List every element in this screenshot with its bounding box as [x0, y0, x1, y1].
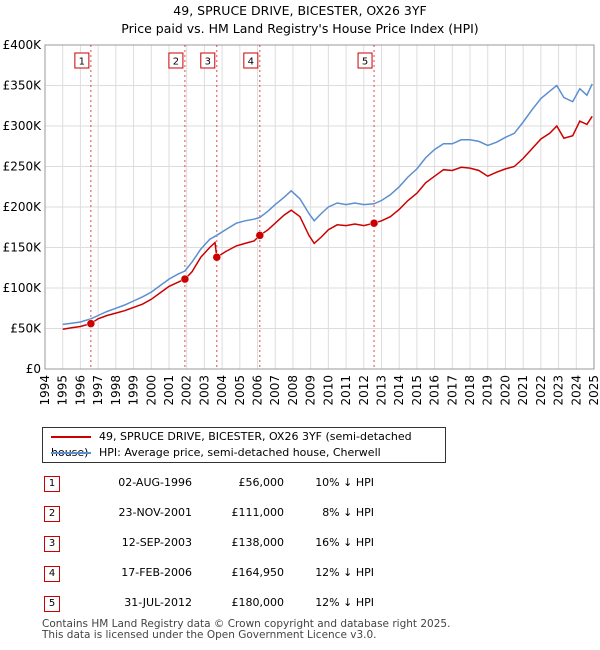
- row-date: 23-NOV-2001: [118, 506, 192, 519]
- x-tick-label: 2018: [463, 375, 477, 406]
- table-row: 1 02-AUG-1996 £56,000 10% ↓ HPI: [44, 474, 464, 504]
- row-hpi-diff: 10% ↓ HPI: [315, 476, 374, 489]
- sale-label-box: [168, 52, 184, 69]
- footer-line-1: Contains HM Land Registry data © Crown c…: [42, 618, 451, 630]
- row-price: £180,000: [231, 596, 285, 609]
- row-price: £138,000: [231, 536, 285, 549]
- row-date: 31-JUL-2012: [124, 596, 192, 609]
- x-tick-label: 2015: [410, 375, 424, 406]
- legend-item-hpi: HPI: Average price, semi-detached house,…: [51, 445, 381, 461]
- x-tick-label: 1997: [91, 375, 105, 406]
- x-tick-label: 2009: [304, 375, 318, 406]
- row-number-badge: 5: [44, 596, 60, 612]
- sale-point: [255, 231, 265, 240]
- x-tick-label: 2006: [251, 375, 265, 406]
- x-tick-label: 2017: [445, 375, 459, 406]
- sale-label-number: 3: [205, 57, 211, 68]
- footer-attribution: Contains HM Land Registry data © Crown c…: [42, 619, 450, 641]
- x-tick-label: 2000: [144, 375, 158, 406]
- y-tick-label: £250K: [3, 160, 43, 174]
- x-tick-label: 2012: [357, 375, 371, 406]
- row-number-badge: 1: [44, 476, 60, 492]
- sale-point: [212, 252, 222, 262]
- x-tick-label: 1996: [73, 375, 87, 406]
- legend-label-hpi: HPI: Average price, semi-detached house,…: [99, 446, 381, 459]
- x-tick-label: 2014: [392, 375, 406, 406]
- y-tick-label: £200K: [3, 200, 43, 214]
- row-price: £111,000: [231, 506, 285, 519]
- y-tick-label: £50K: [10, 322, 42, 336]
- x-tick-label: 2022: [534, 375, 548, 406]
- x-tick-label: 2021: [516, 375, 530, 406]
- x-tick-label: 2005: [233, 375, 247, 406]
- x-tick-label: 2002: [180, 375, 194, 406]
- chart-legend: 49, SPRUCE DRIVE, BICESTER, OX26 3YF (se…: [42, 427, 446, 463]
- x-tick-label: 2023: [552, 375, 566, 406]
- x-tick-label: 1995: [56, 375, 70, 406]
- sale-label-number: 1: [79, 57, 85, 68]
- sale-label-box: [200, 52, 216, 69]
- row-date: 17-FEB-2006: [121, 566, 192, 579]
- x-tick-label: 2013: [374, 375, 388, 406]
- table-row: 4 17-FEB-2006 £164,950 12% ↓ HPI: [44, 564, 464, 594]
- legend-item-property: 49, SPRUCE DRIVE, BICESTER, OX26 3YF (se…: [51, 429, 445, 459]
- sale-label-number: 2: [173, 57, 179, 68]
- row-number-badge: 3: [44, 536, 60, 552]
- x-tick-label: 1998: [109, 375, 123, 406]
- x-tick-label: 2019: [481, 375, 495, 406]
- series-line-hpi: [62, 83, 593, 326]
- series-line-property: [62, 115, 593, 331]
- row-hpi-diff: 12% ↓ HPI: [315, 566, 374, 579]
- sale-point: [180, 274, 190, 284]
- chart-title-line1: 49, SPRUCE DRIVE, BICESTER, OX26 3YF: [173, 3, 427, 18]
- x-tick-label: 2011: [339, 375, 353, 406]
- x-tick-label: 2007: [268, 375, 282, 406]
- legend-swatch-property: [51, 436, 91, 438]
- y-tick-label: £300K: [3, 119, 43, 133]
- x-tick-label: 2008: [286, 375, 300, 406]
- x-tick-label: 2001: [162, 375, 176, 406]
- chart-title-line2: Price paid vs. HM Land Registry's House …: [121, 21, 479, 36]
- sale-label-box: [357, 52, 373, 69]
- sale-label-number: 4: [248, 57, 254, 68]
- table-row: 3 12-SEP-2003 £138,000 16% ↓ HPI: [44, 534, 464, 564]
- y-tick-label: £150K: [3, 241, 43, 255]
- x-tick-label: 1994: [38, 375, 52, 406]
- x-tick-label: 1999: [127, 375, 141, 406]
- row-hpi-diff: 8% ↓ HPI: [322, 506, 374, 519]
- row-hpi-diff: 12% ↓ HPI: [315, 596, 374, 609]
- y-tick-label: £100K: [3, 281, 43, 295]
- x-tick-label: 2016: [428, 375, 442, 406]
- x-tick-label: 2004: [215, 375, 229, 406]
- row-date: 12-SEP-2003: [121, 536, 192, 549]
- y-tick-label: £400K: [3, 38, 43, 52]
- transactions-table: 1 02-AUG-1996 £56,000 10% ↓ HPI 2 23-NOV…: [44, 474, 464, 624]
- table-row: 2 23-NOV-2001 £111,000 8% ↓ HPI: [44, 504, 464, 534]
- row-date: 02-AUG-1996: [118, 476, 192, 489]
- x-tick-label: 2020: [498, 375, 512, 406]
- sale-label-number: 5: [362, 57, 368, 68]
- sale-label-box: [243, 52, 259, 69]
- x-tick-label: 2003: [197, 375, 211, 406]
- x-tick-label: 2010: [321, 375, 335, 406]
- row-price: £56,000: [238, 476, 285, 489]
- sale-label-box: [74, 52, 90, 69]
- footer-line-2: This data is licensed under the Open Gov…: [42, 629, 377, 641]
- y-tick-label: £350K: [3, 79, 43, 93]
- y-tick-label: £0: [26, 362, 41, 376]
- sale-point: [369, 218, 379, 228]
- legend-swatch-hpi: [51, 452, 91, 454]
- price-chart: £0 £50K £100K £150K £200K £250K £300K £350K £400…: [3, 38, 600, 406]
- x-tick-label: 2025: [587, 375, 600, 406]
- table-row: 5 31-JUL-2012 £180,000 12% ↓ HPI: [44, 594, 464, 624]
- row-number-badge: 2: [44, 506, 60, 522]
- plot-border: [44, 44, 595, 370]
- row-hpi-diff: 16% ↓ HPI: [315, 536, 374, 549]
- row-price: £164,950: [231, 566, 285, 579]
- x-tick-label: 2024: [569, 375, 583, 406]
- row-number-badge: 4: [44, 566, 60, 582]
- sale-point: [86, 319, 96, 328]
